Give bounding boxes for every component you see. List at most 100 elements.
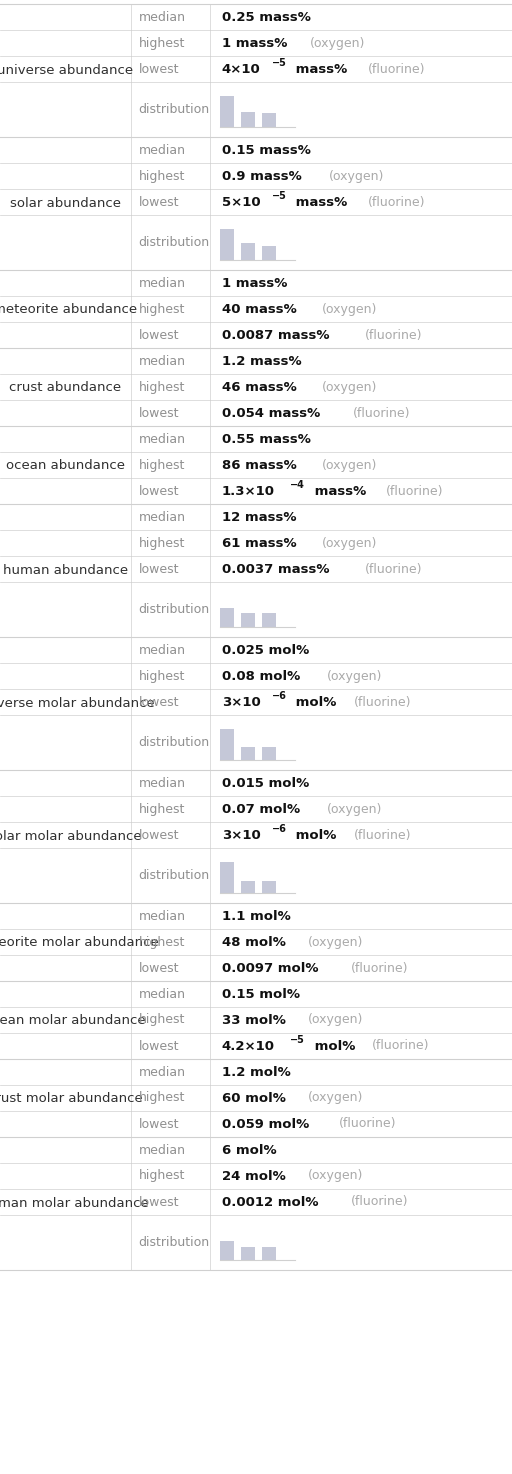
Text: 0.15 mass%: 0.15 mass% bbox=[222, 143, 311, 156]
Text: median: median bbox=[139, 1144, 185, 1157]
Text: distribution: distribution bbox=[139, 603, 210, 616]
Text: lowest: lowest bbox=[139, 961, 179, 974]
Bar bbox=[220, 230, 234, 259]
Bar bbox=[262, 113, 276, 127]
Text: lowest: lowest bbox=[139, 62, 179, 75]
Text: 24 mol%: 24 mol% bbox=[222, 1169, 286, 1182]
Text: highest: highest bbox=[139, 936, 185, 948]
Text: (oxygen): (oxygen) bbox=[327, 802, 382, 815]
Text: (fluorine): (fluorine) bbox=[368, 62, 425, 75]
Text: lowest: lowest bbox=[139, 1195, 179, 1209]
Text: lowest: lowest bbox=[139, 329, 179, 342]
Text: 4×10: 4×10 bbox=[222, 62, 261, 75]
Text: (fluorine): (fluorine) bbox=[354, 696, 411, 709]
Text: 0.08 mol%: 0.08 mol% bbox=[222, 669, 300, 682]
Text: human molar abundance: human molar abundance bbox=[0, 1197, 149, 1210]
Bar bbox=[220, 1241, 234, 1260]
Text: 0.55 mass%: 0.55 mass% bbox=[222, 432, 311, 445]
Text: mol%: mol% bbox=[291, 696, 336, 709]
Bar bbox=[241, 243, 255, 259]
Text: lowest: lowest bbox=[139, 828, 179, 842]
Text: (oxygen): (oxygen) bbox=[323, 380, 378, 394]
Text: median: median bbox=[139, 355, 185, 367]
Text: 1.2 mol%: 1.2 mol% bbox=[222, 1066, 291, 1079]
Text: meteorite abundance: meteorite abundance bbox=[0, 302, 137, 315]
Text: (fluorine): (fluorine) bbox=[372, 1039, 430, 1052]
Text: 0.0037 mass%: 0.0037 mass% bbox=[222, 563, 329, 575]
Bar bbox=[220, 730, 234, 761]
Text: 3×10: 3×10 bbox=[222, 696, 261, 709]
Text: 0.07 mol%: 0.07 mol% bbox=[222, 802, 300, 815]
Text: (fluorine): (fluorine) bbox=[353, 407, 410, 420]
Text: −5: −5 bbox=[272, 59, 287, 68]
Text: 46 mass%: 46 mass% bbox=[222, 380, 296, 394]
Text: median: median bbox=[139, 277, 185, 289]
Text: 0.0087 mass%: 0.0087 mass% bbox=[222, 329, 329, 342]
Text: distribution: distribution bbox=[139, 736, 210, 749]
Text: universe abundance: universe abundance bbox=[0, 63, 133, 77]
Text: median: median bbox=[139, 777, 185, 790]
Text: lowest: lowest bbox=[139, 563, 179, 575]
Text: highest: highest bbox=[139, 537, 185, 550]
Text: solar abundance: solar abundance bbox=[10, 198, 121, 209]
Bar bbox=[241, 112, 255, 127]
Text: highest: highest bbox=[139, 302, 185, 315]
Bar bbox=[241, 1247, 255, 1260]
Text: (oxygen): (oxygen) bbox=[310, 37, 366, 50]
Text: median: median bbox=[139, 988, 185, 1001]
Bar bbox=[241, 747, 255, 761]
Text: median: median bbox=[139, 909, 185, 923]
Text: 0.25 mass%: 0.25 mass% bbox=[222, 10, 311, 24]
Text: (oxygen): (oxygen) bbox=[308, 936, 364, 948]
Text: lowest: lowest bbox=[139, 696, 179, 709]
Bar bbox=[220, 609, 234, 626]
Text: 3×10: 3×10 bbox=[222, 828, 261, 842]
Text: ocean molar abundance: ocean molar abundance bbox=[0, 1014, 146, 1026]
Text: (oxygen): (oxygen) bbox=[323, 302, 378, 315]
Text: mol%: mol% bbox=[309, 1039, 355, 1052]
Text: 0.9 mass%: 0.9 mass% bbox=[222, 170, 302, 183]
Text: distribution: distribution bbox=[139, 870, 210, 881]
Text: 60 mol%: 60 mol% bbox=[222, 1092, 286, 1104]
Text: 0.059 mol%: 0.059 mol% bbox=[222, 1117, 309, 1131]
Bar bbox=[262, 881, 276, 893]
Text: 1.3×10: 1.3×10 bbox=[222, 485, 275, 498]
Text: highest: highest bbox=[139, 1092, 185, 1104]
Text: (oxygen): (oxygen) bbox=[327, 669, 382, 682]
Text: (oxygen): (oxygen) bbox=[322, 537, 377, 550]
Text: 86 mass%: 86 mass% bbox=[222, 458, 296, 472]
Text: (oxygen): (oxygen) bbox=[308, 1092, 364, 1104]
Text: 1 mass%: 1 mass% bbox=[222, 277, 287, 289]
Text: median: median bbox=[139, 644, 185, 656]
Text: highest: highest bbox=[139, 1169, 185, 1182]
Text: 0.0097 mol%: 0.0097 mol% bbox=[222, 961, 318, 974]
Text: human abundance: human abundance bbox=[3, 565, 128, 576]
Text: median: median bbox=[139, 1066, 185, 1079]
Text: mass%: mass% bbox=[309, 485, 366, 498]
Text: highest: highest bbox=[139, 37, 185, 50]
Text: (oxygen): (oxygen) bbox=[323, 458, 378, 472]
Text: 1 mass%: 1 mass% bbox=[222, 37, 287, 50]
Text: 4.2×10: 4.2×10 bbox=[222, 1039, 275, 1052]
Text: median: median bbox=[139, 10, 185, 24]
Text: −6: −6 bbox=[272, 691, 287, 702]
Text: distribution: distribution bbox=[139, 236, 210, 249]
Text: (fluorine): (fluorine) bbox=[365, 329, 422, 342]
Bar bbox=[241, 881, 255, 893]
Text: lowest: lowest bbox=[139, 407, 179, 420]
Text: 6 mol%: 6 mol% bbox=[222, 1144, 276, 1157]
Text: highest: highest bbox=[139, 170, 185, 183]
Text: 61 mass%: 61 mass% bbox=[222, 537, 296, 550]
Bar bbox=[262, 1247, 276, 1260]
Bar bbox=[262, 747, 276, 761]
Text: lowest: lowest bbox=[139, 196, 179, 208]
Text: (fluorine): (fluorine) bbox=[350, 961, 408, 974]
Text: median: median bbox=[139, 432, 185, 445]
Text: 0.0012 mol%: 0.0012 mol% bbox=[222, 1195, 318, 1209]
Text: −4: −4 bbox=[290, 481, 305, 491]
Text: 12 mass%: 12 mass% bbox=[222, 510, 296, 523]
Text: 0.025 mol%: 0.025 mol% bbox=[222, 644, 309, 656]
Text: median: median bbox=[139, 510, 185, 523]
Text: mol%: mol% bbox=[291, 828, 336, 842]
Text: distribution: distribution bbox=[139, 103, 210, 116]
